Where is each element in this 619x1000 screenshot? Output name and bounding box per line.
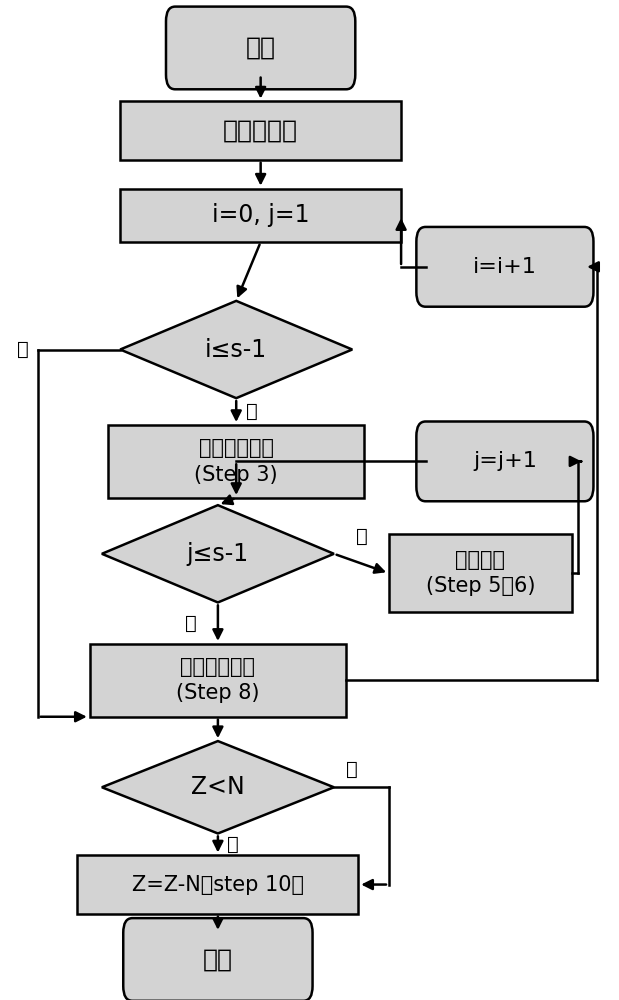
Text: 外部循环开始
(Step 3): 外部循环开始 (Step 3) bbox=[194, 438, 278, 485]
FancyBboxPatch shape bbox=[417, 421, 594, 501]
Text: Z=Z-N（step 10）: Z=Z-N（step 10） bbox=[132, 875, 304, 895]
Polygon shape bbox=[102, 741, 334, 833]
Bar bbox=[108, 425, 365, 498]
FancyBboxPatch shape bbox=[166, 7, 355, 89]
Text: 否: 否 bbox=[227, 835, 239, 854]
Bar bbox=[120, 189, 401, 242]
Polygon shape bbox=[120, 301, 352, 398]
FancyBboxPatch shape bbox=[417, 227, 594, 307]
Polygon shape bbox=[102, 505, 334, 602]
Text: 是: 是 bbox=[246, 402, 258, 421]
Text: 是: 是 bbox=[347, 760, 358, 779]
Text: 结束: 结束 bbox=[203, 947, 233, 971]
Text: 否: 否 bbox=[184, 614, 196, 633]
Bar bbox=[120, 101, 401, 160]
Text: i≤s-1: i≤s-1 bbox=[205, 338, 267, 362]
Bar bbox=[389, 534, 572, 612]
Text: j≤s-1: j≤s-1 bbox=[187, 542, 249, 566]
Bar bbox=[90, 644, 346, 717]
Text: 否: 否 bbox=[17, 340, 28, 359]
Text: j=j+1: j=j+1 bbox=[473, 451, 537, 471]
Text: Z<N: Z<N bbox=[191, 775, 245, 799]
Text: 输入操作数: 输入操作数 bbox=[223, 119, 298, 143]
Text: i=0, j=1: i=0, j=1 bbox=[212, 203, 310, 227]
Bar bbox=[77, 855, 358, 914]
Text: i=i+1: i=i+1 bbox=[473, 257, 537, 277]
Text: 是: 是 bbox=[355, 527, 367, 546]
Text: 内部循环
(Step 5、6): 内部循环 (Step 5、6) bbox=[426, 550, 535, 596]
FancyBboxPatch shape bbox=[123, 918, 313, 1000]
Text: 外部循环结束
(Step 8): 外部循环结束 (Step 8) bbox=[176, 657, 259, 703]
Text: 开始: 开始 bbox=[246, 36, 275, 60]
